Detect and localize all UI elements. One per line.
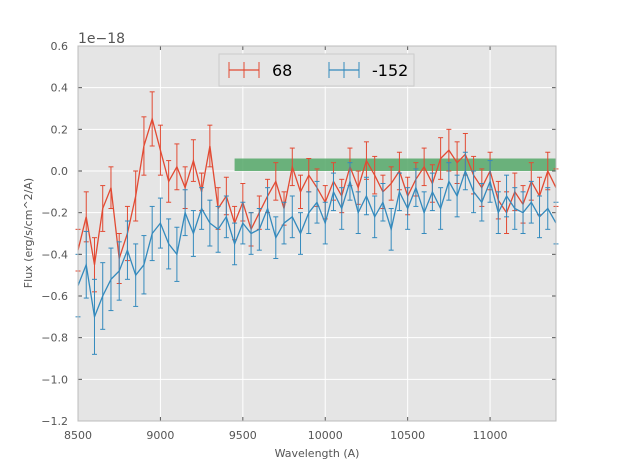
y-tick-label: 0.6 [51, 40, 69, 53]
y-tick-label: −0.4 [41, 248, 68, 261]
highlight-band [234, 158, 556, 171]
legend-key-minus-152 [328, 62, 360, 78]
grid [77, 45, 556, 422]
y-axis-label: Flux (erg/s/cm^2/A) [22, 178, 35, 288]
y-tick-label: −0.2 [41, 207, 68, 220]
x-tick-label: 8500 [64, 429, 92, 442]
offset-text: 1e−18 [78, 31, 125, 47]
series-line [77, 169, 557, 320]
ticks-layer: 8500 9000 9500 10000 10500 11000 0.6 0.4 0.2 0.0 −… [41, 40, 557, 442]
y-tick-label: 0.0 [51, 165, 69, 178]
legend-key-68 [228, 62, 260, 78]
x-tick-label: 9500 [229, 429, 257, 442]
x-tick-label: 10500 [390, 429, 425, 442]
legend-label-minus-152: -152 [372, 61, 408, 80]
x-tick-label: 9000 [146, 429, 174, 442]
series-minus-152 [75, 151, 559, 355]
y-tick-label: −0.6 [41, 290, 68, 303]
plot-background [78, 46, 556, 421]
legend: 68 -152 [218, 53, 415, 87]
plot-frame [77, 45, 557, 422]
y-tick-label: −0.8 [41, 332, 68, 345]
y-tick-label: −1.0 [41, 373, 68, 386]
x-tick-label: 10000 [308, 429, 343, 442]
y-tick-label: −1.2 [41, 415, 68, 428]
y-tick-label: 0.4 [51, 82, 69, 95]
legend-label-68: 68 [272, 61, 292, 80]
y-tick-label: 0.2 [51, 123, 69, 136]
x-tick-label: 11000 [473, 429, 508, 442]
x-axis-label: Wavelength (A) [275, 447, 360, 460]
series-layer [75, 91, 559, 355]
band-layer [234, 158, 556, 171]
